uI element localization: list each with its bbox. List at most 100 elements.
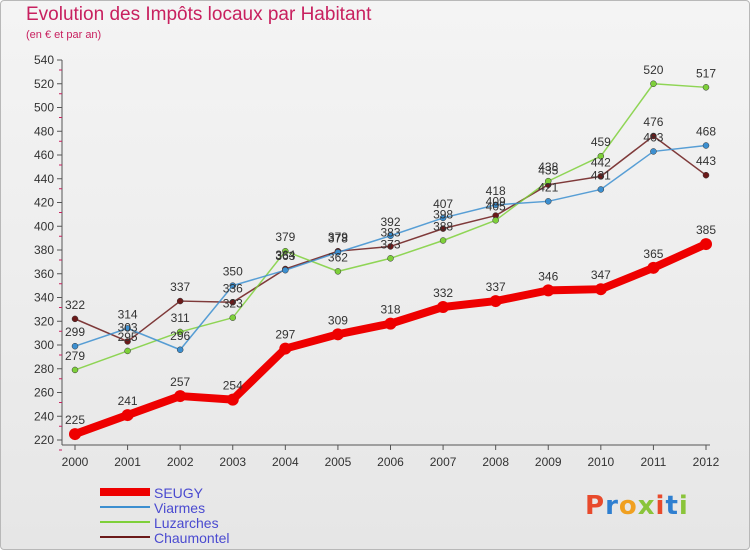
data-label-chaumontel: 322 [65,298,85,312]
data-point-chaumontel [702,171,710,179]
x-tick-label: 2001 [114,455,141,469]
data-point-viarmes [545,198,552,205]
legend-label-chaumontel: Chaumontel [154,530,230,546]
data-point-luzarches [176,328,184,336]
data-point-viarmes [229,282,236,289]
data-point-seugy [69,428,81,441]
logo-letter: r [605,491,619,521]
data-label-chaumontel: 476 [643,115,663,129]
data-point-seugy [542,284,555,297]
data-point-chaumontel [124,338,131,345]
data-point-viarmes [597,186,605,193]
data-point-luzarches [597,152,605,160]
proxiti-logo: Proxiti [585,491,689,521]
x-tick-label: 2010 [587,455,614,469]
data-point-chaumontel [439,225,447,232]
data-point-chaumontel [229,299,236,306]
data-point-seugy [489,295,502,308]
data-point-viarmes [176,346,184,353]
data-point-viarmes [334,249,342,256]
y-tick-label: 480 [34,124,54,138]
y-tick-label: 440 [34,172,54,186]
y-tick-label: 340 [34,291,54,305]
data-label-luzarches: 323 [223,297,243,311]
x-tick-label: 2004 [272,455,299,469]
data-label-luzarches: 520 [643,63,663,77]
data-point-luzarches [702,84,710,91]
data-label-seugy: 297 [275,328,295,342]
data-point-luzarches [387,255,394,262]
chart-subtitle: (en € et par an) [26,29,102,41]
data-point-viarmes [439,214,447,222]
y-tick-label: 420 [34,196,54,210]
x-tick-label: 2003 [219,455,246,469]
x-tick-label: 2000 [62,455,89,469]
data-label-viarmes: 468 [696,125,716,139]
data-label-chaumontel: 443 [696,154,716,168]
logo-letter: i [655,491,666,521]
x-tick-label: 2005 [325,455,352,469]
logo-letter: i [678,491,689,521]
data-point-seugy [121,409,134,422]
data-label-seugy: 337 [486,280,506,294]
logo-letter: t [665,491,679,521]
data-point-seugy [331,328,344,341]
chart-title: Evolution des Impôts locaux par Habitant [26,4,372,25]
y-tick-label: 500 [34,101,54,115]
data-label-seugy: 318 [380,303,400,317]
series-lines [69,80,712,441]
data-label-seugy: 347 [591,268,611,282]
data-label-chaumontel: 336 [223,281,243,295]
y-tick-label: 240 [34,409,54,423]
data-point-seugy [226,393,239,406]
y-tick-label: 400 [34,219,54,233]
y-tick-label: 460 [34,148,54,162]
y-tick-label: 380 [34,243,54,257]
data-point-luzarches [229,314,236,321]
data-point-seugy [647,261,660,274]
data-point-seugy [700,238,712,251]
data-point-seugy [594,283,607,296]
data-label-luzarches: 279 [65,349,85,363]
data-point-viarmes [387,232,394,239]
data-label-luzarches: 311 [171,311,190,325]
data-point-luzarches [124,347,131,355]
data-label-chaumontel: 398 [433,208,453,222]
data-point-luzarches [545,177,552,185]
data-label-chaumontel: 409 [486,195,506,209]
y-tick-label: 540 [34,53,54,67]
data-label-luzarches: 362 [328,250,348,264]
x-tick-label: 2007 [430,455,457,469]
data-label-chaumontel: 442 [591,155,611,169]
data-labels: 225 241 257 254 297 309 318 332 337 346 347 365 385 2… [65,63,716,427]
data-label-seugy: 257 [170,375,190,389]
data-point-seugy [279,342,292,355]
data-label-viarmes: 407 [433,197,453,211]
data-label-chaumontel: 337 [170,280,190,294]
data-point-viarmes [492,201,499,209]
data-label-chaumontel: 303 [118,320,138,334]
data-point-chaumontel [71,315,79,323]
x-tick-label: 2012 [693,455,720,469]
data-label-luzarches: 438 [538,160,558,174]
data-point-luzarches [492,217,499,224]
data-label-seugy: 365 [643,247,663,261]
data-label-chaumontel: 379 [328,230,348,244]
data-point-luzarches [439,237,447,244]
data-point-viarmes [71,342,79,350]
data-point-viarmes [650,148,657,155]
data-label-viarmes: 363 [275,249,295,263]
data-label-luzarches: 517 [696,66,716,80]
data-point-luzarches [71,366,79,374]
data-label-seugy: 385 [696,223,716,237]
data-point-chaumontel [387,243,394,250]
x-tick-label: 2008 [482,455,509,469]
data-label-viarmes: 431 [591,168,611,182]
y-tick-label: 360 [34,267,54,281]
data-label-viarmes: 463 [643,130,663,144]
y-tick-label: 520 [34,77,54,91]
data-label-luzarches: 295 [118,330,138,344]
